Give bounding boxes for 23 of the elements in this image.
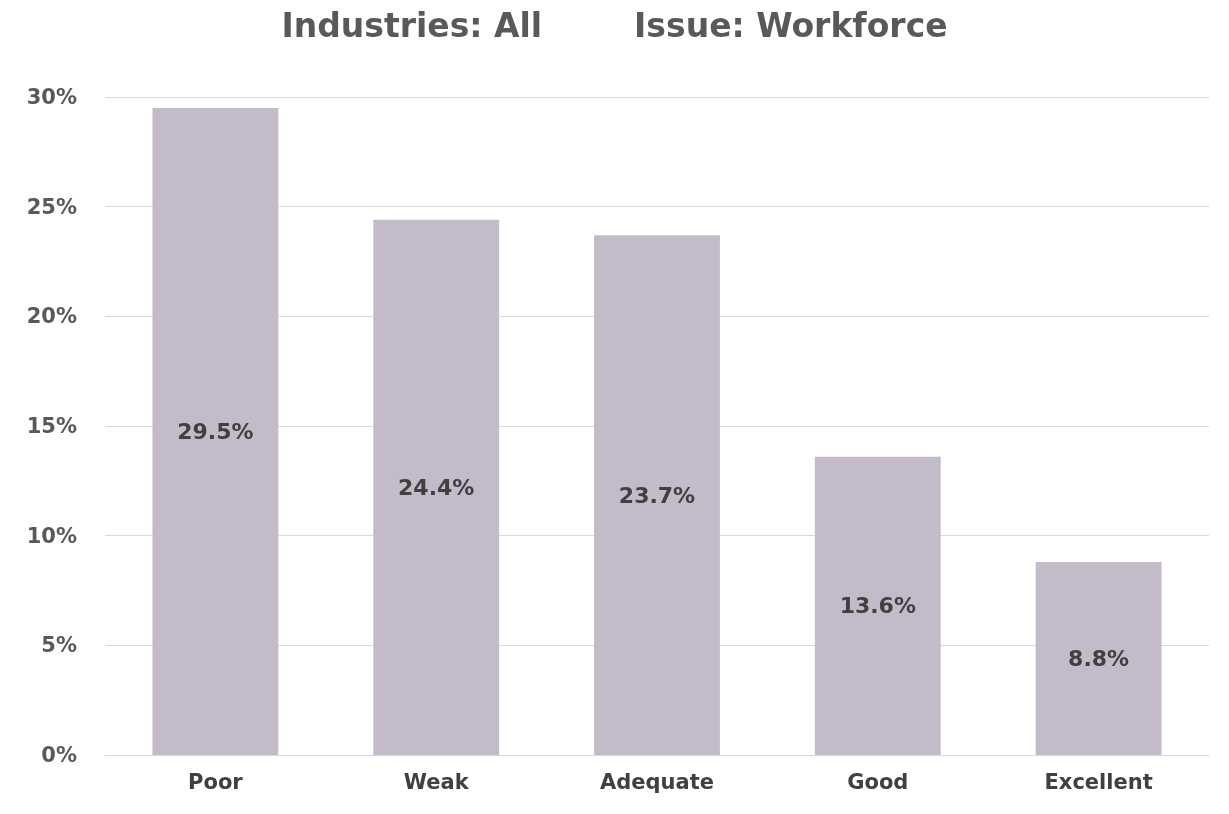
data-label: 8.8% [1068, 645, 1130, 671]
data-label: 13.6% [839, 593, 916, 619]
x-tick-label: Weak [403, 769, 470, 794]
y-tick-label: 20% [26, 304, 77, 329]
y-tick-label: 0% [41, 743, 77, 767]
bar [373, 219, 500, 755]
bar [152, 107, 279, 755]
y-tick-label: 5% [41, 633, 77, 658]
x-tick-label: Excellent [1044, 769, 1153, 794]
y-tick-label: 25% [26, 194, 77, 219]
data-label: 23.7% [618, 482, 696, 508]
chart-title: Industries: All Issue: Workforce [281, 6, 948, 45]
bar [594, 235, 720, 755]
x-tick-label: Good [847, 769, 909, 794]
y-tick-label: 10% [26, 523, 77, 548]
data-label: 29.5% [177, 418, 254, 444]
y-tick-label: 15% [26, 414, 77, 438]
y-tick-label: 30% [26, 85, 77, 109]
x-tick-label: Poor [188, 769, 244, 794]
bar [814, 456, 941, 755]
bar [1035, 561, 1162, 755]
data-label: 24.4% [398, 474, 475, 500]
x-tick-label: Adequate [600, 769, 714, 794]
